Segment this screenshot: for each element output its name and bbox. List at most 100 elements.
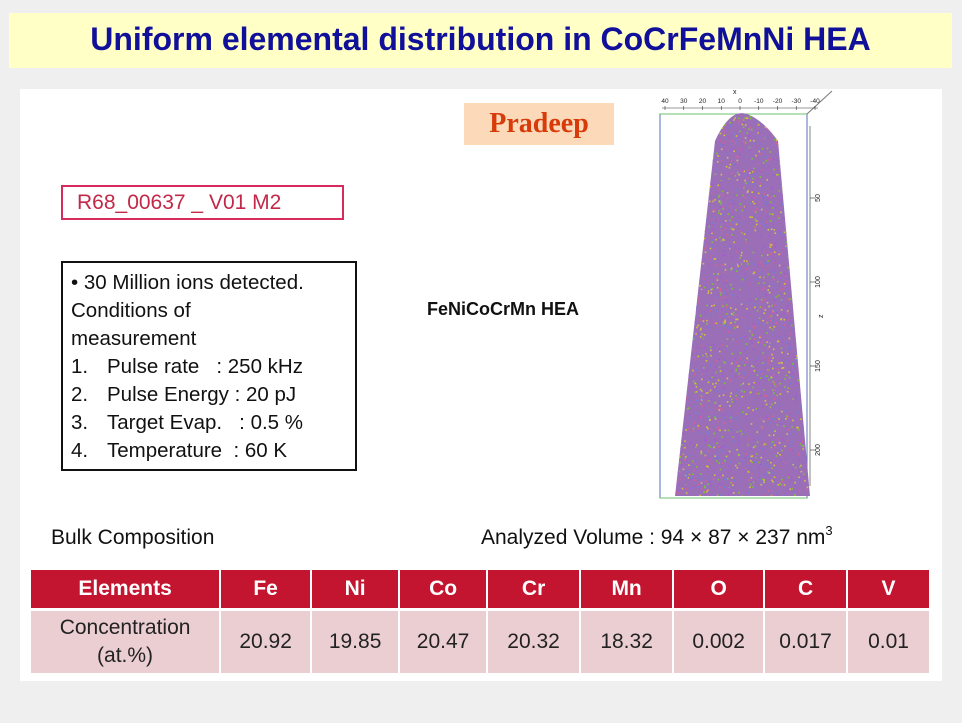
ion-point bbox=[783, 313, 785, 315]
ion-point bbox=[784, 275, 787, 277]
ion-point bbox=[757, 132, 759, 134]
ion-point bbox=[774, 260, 777, 263]
ion-point bbox=[754, 486, 757, 488]
ion-point bbox=[757, 192, 760, 195]
ion-point bbox=[681, 136, 683, 139]
ion-point bbox=[720, 118, 722, 121]
ion-point bbox=[759, 335, 762, 338]
ion-point bbox=[753, 171, 755, 173]
ion-point bbox=[738, 119, 741, 121]
ion-point bbox=[675, 147, 677, 150]
ion-point bbox=[726, 345, 728, 347]
ion-point bbox=[763, 481, 765, 484]
ions-detected-line: • 30 Million ions detected. bbox=[71, 271, 304, 294]
ion-point bbox=[781, 288, 784, 291]
ion-point bbox=[717, 273, 719, 275]
ion-point bbox=[764, 309, 767, 311]
ion-point bbox=[730, 219, 733, 221]
ion-point bbox=[757, 341, 760, 344]
ion-point bbox=[745, 182, 747, 184]
ion-point bbox=[764, 136, 767, 138]
ion-point bbox=[665, 221, 667, 223]
ion-point bbox=[701, 179, 704, 182]
ion-point bbox=[699, 494, 701, 496]
ion-point bbox=[803, 362, 806, 365]
ion-point bbox=[785, 229, 787, 232]
ion-point bbox=[772, 389, 774, 391]
ion-point bbox=[817, 345, 819, 347]
ion-point bbox=[682, 414, 685, 416]
ion-point bbox=[771, 243, 774, 246]
ion-point bbox=[762, 161, 765, 164]
ion-point bbox=[790, 500, 792, 502]
ion-point bbox=[770, 460, 773, 462]
ion-point bbox=[815, 408, 817, 410]
ion-point bbox=[738, 180, 741, 182]
ion-point bbox=[686, 379, 689, 381]
ion-point bbox=[798, 373, 801, 375]
ion-point bbox=[722, 414, 725, 416]
ion-point bbox=[725, 279, 728, 282]
ion-point bbox=[802, 200, 804, 202]
ion-point bbox=[663, 182, 665, 184]
ion-point bbox=[733, 325, 736, 327]
ion-point bbox=[771, 271, 774, 273]
ion-point bbox=[759, 176, 762, 178]
ion-point bbox=[788, 376, 791, 379]
ion-point bbox=[663, 123, 665, 125]
ion-point bbox=[717, 420, 719, 423]
ion-point bbox=[775, 142, 778, 145]
ion-point bbox=[709, 231, 712, 234]
ion-point bbox=[787, 266, 789, 269]
ion-point bbox=[769, 422, 771, 424]
ion-point bbox=[747, 491, 750, 494]
ion-point bbox=[682, 235, 685, 238]
ion-point bbox=[818, 149, 820, 151]
ion-point bbox=[688, 280, 690, 283]
ion-point bbox=[761, 169, 763, 171]
ion-point bbox=[663, 305, 665, 307]
ion-point bbox=[770, 201, 772, 204]
ion-point bbox=[733, 119, 735, 121]
ion-point bbox=[801, 347, 803, 349]
ion-point bbox=[731, 140, 734, 142]
ion-point bbox=[756, 135, 759, 138]
ion-point bbox=[668, 310, 670, 312]
ion-point bbox=[709, 446, 712, 448]
ion-point bbox=[816, 291, 818, 293]
ion-point bbox=[672, 300, 674, 302]
ion-point bbox=[723, 445, 726, 447]
ion-point bbox=[676, 182, 679, 184]
ion-point bbox=[699, 388, 702, 391]
ion-point bbox=[762, 111, 764, 113]
measurement-conditions-box: • 30 Million ions detected. Conditions o… bbox=[61, 261, 357, 471]
ion-point bbox=[672, 421, 674, 423]
ion-point bbox=[799, 405, 801, 408]
ion-point bbox=[667, 418, 669, 420]
ion-point bbox=[670, 195, 672, 197]
ion-point bbox=[692, 170, 695, 172]
ion-point bbox=[745, 416, 747, 419]
ion-point bbox=[691, 333, 693, 335]
ion-point bbox=[668, 447, 670, 449]
ion-point bbox=[802, 286, 805, 288]
ion-point bbox=[701, 141, 704, 143]
ion-point bbox=[691, 261, 694, 264]
ion-point bbox=[746, 491, 748, 494]
ion-point bbox=[688, 139, 691, 142]
ion-point bbox=[785, 231, 788, 234]
title-bar: Uniform elemental distribution in CoCrFe… bbox=[9, 13, 952, 68]
ion-point bbox=[794, 493, 796, 496]
ion-point bbox=[818, 273, 820, 275]
ion-point bbox=[688, 374, 690, 377]
ion-point bbox=[792, 130, 795, 132]
ion-point bbox=[817, 174, 819, 176]
ion-point bbox=[694, 391, 697, 394]
ion-point bbox=[812, 434, 814, 436]
ion-point bbox=[786, 280, 788, 282]
ion-point bbox=[782, 175, 784, 177]
ion-point bbox=[765, 375, 768, 377]
ion-point bbox=[720, 303, 723, 306]
ion-point bbox=[764, 287, 766, 289]
ion-point bbox=[742, 382, 745, 385]
